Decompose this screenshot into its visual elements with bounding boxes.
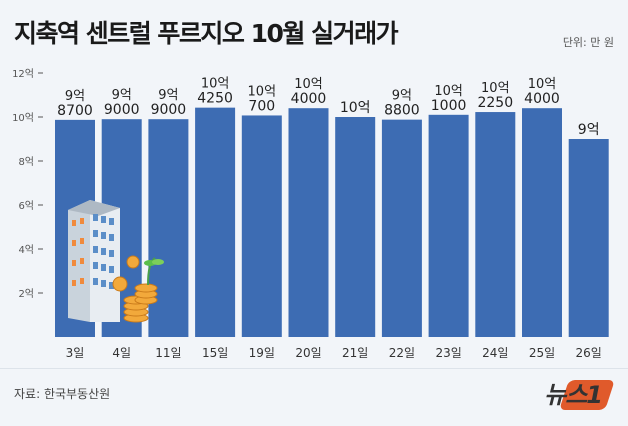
bar — [335, 117, 376, 337]
data-label: 8700 — [57, 103, 93, 119]
x-tick-label: 11일 — [155, 346, 181, 360]
building-coins-illustration — [68, 200, 164, 323]
y-tick-label: 12억 — [12, 68, 34, 80]
bar — [241, 115, 282, 338]
data-label: 9000 — [104, 102, 140, 118]
y-tick-label: 10억 — [12, 112, 34, 124]
x-tick-label: 20일 — [295, 346, 321, 360]
x-tick-label: 19일 — [249, 346, 275, 360]
data-label: 10억 — [434, 84, 463, 99]
data-label: 9000 — [151, 102, 187, 118]
data-label: 700 — [248, 98, 275, 114]
footer-divider — [0, 368, 628, 369]
logo-text: 뉴스1 — [544, 381, 603, 409]
data-label: 1000 — [431, 98, 467, 114]
chart-title: 지축역 센트럴 푸르지오 10월 실거래가 — [14, 19, 399, 48]
x-tick-label: 21일 — [342, 346, 368, 360]
bar — [381, 119, 422, 337]
x-tick-label: 24일 — [482, 346, 508, 360]
data-label: 10억 — [201, 77, 230, 92]
y-tick-label: 6억 — [18, 200, 34, 212]
data-label: 2250 — [477, 95, 513, 111]
bar — [522, 108, 562, 337]
bar — [288, 108, 329, 337]
x-tick-label: 23일 — [435, 346, 461, 360]
x-tick-label: 25일 — [529, 346, 555, 360]
x-tick-label: 4일 — [112, 346, 131, 360]
news1-logo: 뉴스1 — [500, 378, 615, 412]
bars-group — [55, 107, 609, 338]
bar — [195, 107, 236, 338]
x-tick-label: 3일 — [66, 346, 85, 360]
data-label: 4000 — [524, 91, 560, 107]
bar — [148, 119, 189, 337]
data-label: 10억 — [528, 77, 557, 92]
data-label: 9억 — [65, 89, 85, 104]
bar — [568, 139, 609, 337]
x-tick-label: 26일 — [576, 346, 602, 360]
y-tick-label: 4억 — [18, 244, 34, 256]
data-label: 4000 — [291, 91, 327, 107]
data-label: 9억 — [578, 122, 600, 138]
data-label: 8800 — [384, 103, 420, 119]
source-note: 자료: 한국부동산원 — [14, 387, 111, 401]
data-label: 10억 — [481, 81, 510, 96]
x-tick-label: 22일 — [389, 346, 415, 360]
y-tick-label: 8억 — [18, 156, 34, 168]
bar — [475, 112, 516, 337]
data-label: 10억 — [248, 84, 277, 99]
unit-label: 단위: 만 원 — [562, 36, 614, 49]
x-tick-label: 15일 — [202, 346, 228, 360]
data-label: 10억 — [294, 77, 323, 92]
y-tick-label: 2억 — [18, 288, 34, 300]
data-label: 10억 — [340, 100, 371, 116]
data-label: 9억 — [158, 88, 178, 103]
data-label: 9억 — [392, 89, 412, 104]
bar — [428, 114, 469, 337]
data-label: 9억 — [112, 88, 132, 103]
data-label: 4250 — [197, 91, 233, 107]
bar-chart: 2억4억6억8억10억12억9억87003일9억90004일9억900011일1… — [12, 68, 609, 360]
